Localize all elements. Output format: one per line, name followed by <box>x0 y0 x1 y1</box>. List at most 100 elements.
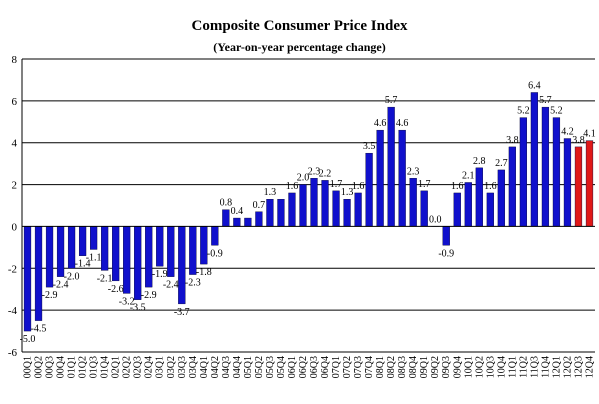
x-tick-label: 04Q4 <box>232 356 243 378</box>
bar <box>563 138 572 227</box>
bar <box>34 226 43 321</box>
bar <box>475 167 483 227</box>
data-label: 6.4 <box>528 80 541 91</box>
data-label: 1.7 <box>418 179 431 190</box>
bar <box>541 106 550 227</box>
x-tick-label: 03Q2 <box>166 356 177 378</box>
x-tick-label: 12Q1 <box>551 356 562 378</box>
x-tick-label: 10Q3 <box>485 356 496 378</box>
data-label: 1.3 <box>264 187 277 198</box>
bar <box>398 129 406 227</box>
x-tick-label: 07Q1 <box>331 356 342 378</box>
data-label: 1.3 <box>341 187 354 198</box>
x-tick-label: 10Q4 <box>496 356 507 378</box>
bar <box>299 184 307 227</box>
x-tick-label: 00Q1 <box>23 356 34 378</box>
data-label: -2.6 <box>108 284 124 295</box>
x-tick-label: 11Q1 <box>507 356 518 378</box>
data-label: -5.0 <box>20 334 36 345</box>
bar <box>376 129 384 227</box>
x-tick-label: 06Q3 <box>309 356 320 378</box>
x-tick-label: 02Q4 <box>144 356 155 378</box>
data-label: 5.7 <box>539 95 552 106</box>
data-label: -2.3 <box>185 278 201 289</box>
data-label: -4.5 <box>31 324 47 335</box>
y-tick-label: -6 <box>8 347 18 359</box>
data-label: 3.5 <box>363 141 376 152</box>
y-tick-label: 2 <box>12 180 18 192</box>
data-labels: -5.0-4.5-2.9-2.4-2.0-1.4-1.1-2.1-2.6-3.2… <box>20 80 596 345</box>
x-tick-label: 07Q2 <box>342 356 353 378</box>
x-tick-label: 04Q1 <box>199 356 210 378</box>
bar <box>530 92 539 227</box>
x-tick-label: 12Q3 <box>573 356 584 378</box>
bar <box>332 190 340 227</box>
bar <box>233 217 241 227</box>
bar <box>156 226 164 267</box>
bar <box>288 192 296 227</box>
bar <box>167 226 175 277</box>
x-tick-label: 00Q3 <box>45 356 56 378</box>
y-tick-label: 8 <box>12 54 18 66</box>
x-tick-label: 09Q2 <box>430 356 441 378</box>
data-label: -3.5 <box>130 303 146 314</box>
bar <box>277 199 285 227</box>
data-label: 5.7 <box>385 95 398 106</box>
data-label: 0.8 <box>220 198 233 209</box>
bar <box>585 140 594 227</box>
data-label: 1.7 <box>330 179 343 190</box>
x-tick-label: 11Q4 <box>540 356 551 378</box>
data-label: 1.6 <box>286 181 299 192</box>
x-tick-label: 11Q3 <box>529 356 540 378</box>
x-tick-label: 09Q3 <box>441 356 452 378</box>
x-tick-label: 02Q2 <box>122 356 133 378</box>
data-label: 0.7 <box>253 200 266 211</box>
bar <box>244 217 252 227</box>
x-tick-label: 03Q1 <box>155 356 166 378</box>
data-label: 4.6 <box>396 118 409 129</box>
x-tick-label: 09Q4 <box>452 356 463 378</box>
bar <box>420 190 428 227</box>
data-label: -2.4 <box>163 280 179 291</box>
bar <box>23 226 32 332</box>
bar <box>552 117 561 227</box>
x-tick-label: 05Q2 <box>254 356 265 378</box>
x-tick-label: 12Q2 <box>562 356 573 378</box>
data-label: -2.9 <box>42 290 58 301</box>
data-label: 1.6 <box>352 181 365 192</box>
x-tick-label: 08Q4 <box>408 356 419 378</box>
bar <box>78 226 87 256</box>
bar <box>178 226 186 305</box>
data-label: 2.2 <box>319 168 332 179</box>
data-label: 1.6 <box>484 181 497 192</box>
x-tick-label: 00Q2 <box>34 356 45 378</box>
data-label: 2.1 <box>462 170 475 181</box>
data-label: 4.1 <box>583 129 596 140</box>
bar <box>453 192 461 227</box>
bars <box>23 92 594 332</box>
bar <box>574 146 583 227</box>
data-label: 5.2 <box>517 106 530 117</box>
data-label: 3.8 <box>506 135 519 146</box>
chart-subtitle: (Year-on-year percentage change) <box>213 40 386 54</box>
x-tick-label: 10Q2 <box>474 356 485 378</box>
y-tick-label: 0 <box>12 221 18 233</box>
data-label: -0.9 <box>438 248 454 259</box>
data-label: 0.0 <box>429 214 442 225</box>
data-label: 5.2 <box>550 106 563 117</box>
x-tick-label: 08Q3 <box>397 356 408 378</box>
data-label: 2.3 <box>407 166 420 177</box>
x-tick-label: 01Q2 <box>78 356 89 378</box>
axes <box>21 59 595 353</box>
data-label: 2.3 <box>308 166 321 177</box>
data-label: -1.9 <box>152 269 168 280</box>
y-tick-label: 6 <box>12 96 18 108</box>
x-tick-label: 06Q2 <box>298 356 309 378</box>
bar <box>112 226 120 282</box>
bar <box>56 226 65 277</box>
x-tick-label: 01Q4 <box>100 356 111 378</box>
x-tick-label: 09Q1 <box>419 356 430 378</box>
bar <box>222 209 230 227</box>
x-tick-label: 11Q2 <box>518 356 529 378</box>
